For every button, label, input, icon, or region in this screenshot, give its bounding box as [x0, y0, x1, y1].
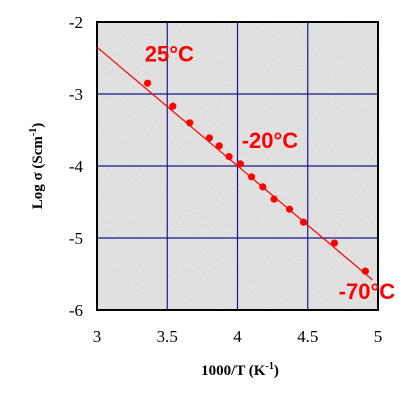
y-axis-title-sup: -1	[28, 128, 39, 136]
x-tick-label: 3	[93, 327, 102, 346]
fit-line-group	[96, 46, 373, 281]
x-axis-title-close: )	[274, 363, 279, 379]
data-point	[330, 239, 339, 247]
y-axis-title: Log σ (Scm-1)	[28, 123, 46, 210]
y-tick-labels: -2 -3 -4 -5 -6	[69, 13, 84, 320]
x-tick-label: 5	[374, 327, 383, 346]
annotation-label: -70°C	[339, 279, 396, 304]
data-point	[236, 160, 244, 168]
data-point	[299, 218, 308, 226]
annotations: 25°C -20°C -70°C	[145, 42, 395, 305]
data-point	[169, 102, 177, 110]
data-point	[225, 153, 233, 161]
y-tick-label: -2	[69, 13, 83, 32]
data-point	[143, 79, 152, 87]
data-point	[361, 267, 369, 275]
y-axis-title-close: )	[30, 123, 46, 128]
data-point	[205, 134, 213, 142]
annotation-label: -20°C	[242, 128, 299, 153]
x-tick-labels: 3 3.5 4 4.5 5	[93, 327, 383, 346]
data-point	[186, 119, 194, 127]
annotation-label: 25°C	[145, 42, 194, 67]
x-tick-label: 4.5	[297, 327, 318, 346]
fit-line	[96, 46, 373, 281]
data-point	[247, 173, 256, 181]
x-axis-title: 1000/T (K-1)	[201, 361, 279, 379]
x-tick-label: 4	[233, 327, 242, 346]
x-tick-label: 3.5	[157, 327, 178, 346]
x-axis-title-sup: -1	[265, 361, 273, 372]
data-point	[259, 183, 267, 191]
y-tick-label: -4	[69, 157, 84, 176]
plot-frame	[96, 21, 379, 311]
y-axis-title-main: Log σ (Scm	[30, 136, 46, 210]
data-point	[215, 142, 223, 150]
x-axis-title-main: 1000/T (K	[201, 363, 266, 379]
y-tick-label: -3	[69, 85, 83, 104]
data-point	[285, 205, 294, 213]
y-tick-label: -5	[69, 229, 83, 248]
y-tick-label: -6	[69, 301, 83, 320]
data-points	[143, 79, 369, 275]
data-point	[270, 195, 278, 203]
